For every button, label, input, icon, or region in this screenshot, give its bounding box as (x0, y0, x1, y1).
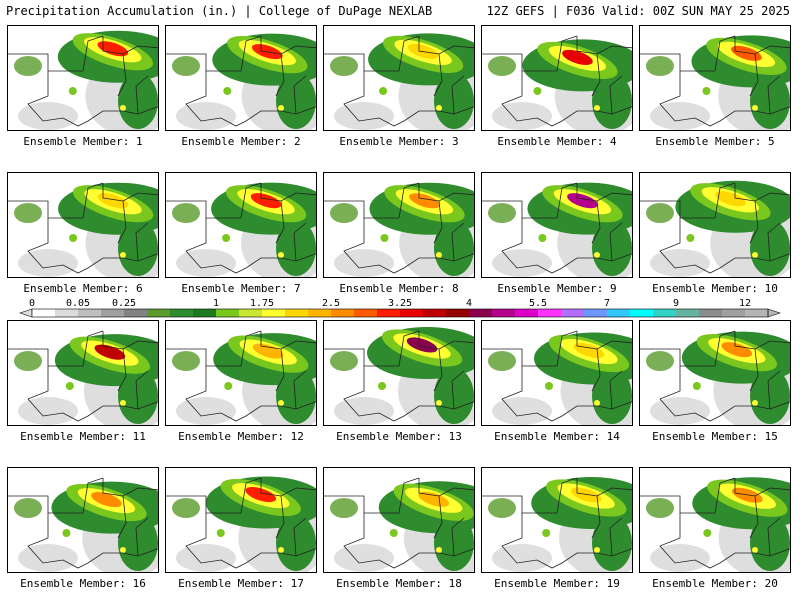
colorbar-tick-label: 1 (213, 298, 219, 309)
member-label: Ensemble Member: 9 (497, 282, 617, 295)
colorbar-tick-label: 2.5 (322, 298, 340, 309)
colorbar-tick-label: 3.25 (388, 298, 412, 309)
colorbar-tick-label: 0.05 (66, 298, 90, 309)
colorbar-swatch (676, 309, 700, 317)
colorbar-swatch (101, 309, 125, 317)
precip-map (7, 172, 159, 278)
precip-map (323, 467, 475, 573)
member-label: Ensemble Member: 15 (652, 430, 778, 443)
colorbar-swatch (722, 309, 746, 317)
colorbar-swatch (308, 309, 332, 317)
precip-map (639, 25, 791, 131)
member-label: Ensemble Member: 10 (652, 282, 778, 295)
colorbar-tick-label: 1.75 (250, 298, 274, 309)
colorbar-swatch (124, 309, 148, 317)
precip-map (481, 467, 633, 573)
member-label: Ensemble Member: 4 (497, 135, 617, 148)
precip-map (7, 25, 159, 131)
colorbar-swatch (469, 309, 493, 317)
precip-map (639, 467, 791, 573)
colorbar-swatch (584, 309, 608, 317)
member-label: Ensemble Member: 2 (181, 135, 301, 148)
colorbar-swatch (446, 309, 470, 317)
chart-title: Precipitation Accumulation (in.) | Colle… (6, 4, 433, 18)
precip-map (7, 467, 159, 573)
precip-map (481, 320, 633, 426)
colorbar-swatch (492, 309, 516, 317)
precip-map (481, 172, 633, 278)
precip-map (165, 467, 317, 573)
colorbar-tick-label: 9 (673, 298, 679, 309)
precip-map (165, 172, 317, 278)
colorbar-swatch (515, 309, 539, 317)
member-label: Ensemble Member: 8 (339, 282, 459, 295)
precip-map (165, 25, 317, 131)
colorbar-swatch (193, 309, 217, 317)
colorbar-swatch (262, 309, 286, 317)
precip-map (7, 320, 159, 426)
member-label: Ensemble Member: 16 (20, 577, 146, 590)
colorbar-tick-label: 7 (604, 298, 610, 309)
precip-map (323, 172, 475, 278)
colorbar-swatch (699, 309, 723, 317)
colorbar-legend: 0 0.05 0.25 1 1.75 2.5 3.25 4 5.5 7 9 12 (10, 296, 790, 320)
member-label: Ensemble Member: 11 (20, 430, 146, 443)
colorbar-swatch (331, 309, 355, 317)
precip-map (323, 320, 475, 426)
colorbar-swatch (607, 309, 631, 317)
precip-map (481, 25, 633, 131)
precip-map (165, 320, 317, 426)
colorbar-swatch (653, 309, 677, 317)
colorbar-swatch (147, 309, 171, 317)
member-label: Ensemble Member: 14 (494, 430, 620, 443)
colorbar-tick-label: 4 (466, 298, 472, 309)
colorbar-swatch (32, 309, 56, 317)
colorbar-tick-label: 5.5 (529, 298, 547, 309)
colorbar-swatch (216, 309, 240, 317)
colorbar-outline (31, 308, 769, 318)
member-label: Ensemble Member: 3 (339, 135, 459, 148)
colorbar-swatch (400, 309, 424, 317)
member-label: Ensemble Member: 7 (181, 282, 301, 295)
precip-map (639, 320, 791, 426)
precip-map (639, 172, 791, 278)
colorbar-swatch (354, 309, 378, 317)
colorbar-swatch (285, 309, 309, 317)
colorbar-min-arrow (19, 308, 33, 318)
colorbar-tick-label: 0.25 (112, 298, 136, 309)
colorbar-swatch (170, 309, 194, 317)
precip-map (323, 25, 475, 131)
colorbar-swatch (239, 309, 263, 317)
colorbar-tick-label: 0 (29, 298, 35, 309)
colorbar-swatch (55, 309, 79, 317)
colorbar-swatch (423, 309, 447, 317)
member-label: Ensemble Member: 18 (336, 577, 462, 590)
colorbar-swatch (538, 309, 562, 317)
colorbar: 0 0.05 0.25 1 1.75 2.5 3.25 4 5.5 7 9 12 (19, 298, 781, 318)
member-label: Ensemble Member: 1 (23, 135, 143, 148)
colorbar-swatch (78, 309, 102, 317)
member-label: Ensemble Member: 6 (23, 282, 143, 295)
member-label: Ensemble Member: 12 (178, 430, 304, 443)
member-label: Ensemble Member: 17 (178, 577, 304, 590)
member-label: Ensemble Member: 13 (336, 430, 462, 443)
colorbar-swatch (561, 309, 585, 317)
member-label: Ensemble Member: 5 (655, 135, 775, 148)
member-label: Ensemble Member: 20 (652, 577, 778, 590)
colorbar-swatch (630, 309, 654, 317)
colorbar-max-arrow (767, 308, 781, 318)
member-label: Ensemble Member: 19 (494, 577, 620, 590)
colorbar-swatch (745, 309, 769, 317)
run-valid-time: 12Z GEFS | F036 Valid: 00Z SUN MAY 25 20… (486, 4, 790, 18)
colorbar-swatch (377, 309, 401, 317)
colorbar-tick-label: 12 (739, 298, 751, 309)
